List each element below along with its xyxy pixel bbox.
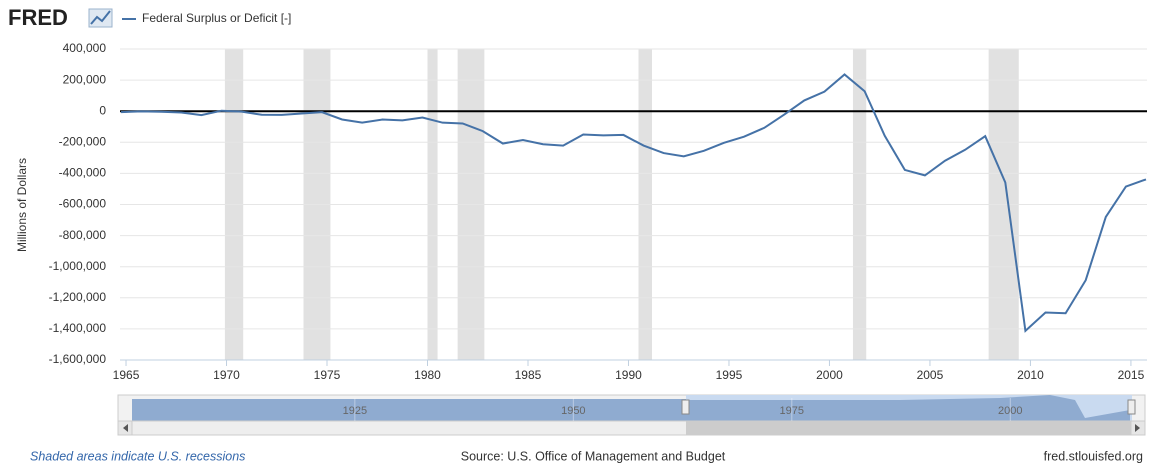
scrollbar-thumb[interactable] bbox=[686, 421, 1132, 435]
x-tick-label: 2005 bbox=[917, 368, 944, 382]
x-tick-label: 2010 bbox=[1017, 368, 1044, 382]
navigator-label: 1925 bbox=[343, 405, 367, 417]
y-tick-label: -600,000 bbox=[59, 197, 107, 211]
y-axis-label: Millions of Dollars bbox=[15, 158, 29, 252]
x-tick-label: 1980 bbox=[414, 368, 441, 382]
site[interactable]: fred.stlouisfed.org bbox=[1044, 449, 1143, 463]
series-line bbox=[120, 73, 1147, 333]
navigator-series bbox=[132, 399, 686, 421]
arrow-left bbox=[123, 424, 128, 432]
navigator-label: 1975 bbox=[780, 405, 804, 417]
x-tick-label: 1970 bbox=[213, 368, 240, 382]
footnote[interactable]: Shaded areas indicate U.S. recessions bbox=[30, 449, 245, 463]
source: Source: U.S. Office of Management and Bu… bbox=[461, 449, 726, 463]
y-tick-label: -400,000 bbox=[59, 166, 107, 180]
navigator-handle[interactable] bbox=[681, 399, 690, 415]
navigator-series bbox=[686, 395, 1130, 421]
logo-icon bbox=[88, 8, 113, 28]
navigator-handle[interactable] bbox=[1127, 399, 1136, 415]
legend-label: Federal Surplus or Deficit [-] bbox=[142, 11, 291, 25]
x-tick-label: 1985 bbox=[515, 368, 542, 382]
x-tick-label: 1995 bbox=[716, 368, 743, 382]
navigator-label: 1950 bbox=[561, 405, 585, 417]
y-tick-label: -1,600,000 bbox=[49, 352, 107, 366]
y-tick-label: -200,000 bbox=[59, 134, 107, 148]
logo: FRED bbox=[8, 5, 68, 30]
x-tick-label: 1965 bbox=[113, 368, 140, 382]
x-tick-label: 1990 bbox=[615, 368, 642, 382]
y-tick-label: -800,000 bbox=[59, 228, 107, 242]
y-tick-label: 400,000 bbox=[63, 41, 107, 55]
x-tick-label: 2000 bbox=[816, 368, 843, 382]
y-tick-label: 200,000 bbox=[63, 72, 107, 86]
y-tick-label: -1,200,000 bbox=[49, 290, 107, 304]
navigator-label: 2000 bbox=[998, 405, 1022, 417]
x-tick-label: 1975 bbox=[314, 368, 341, 382]
y-tick-label: -1,400,000 bbox=[49, 321, 107, 335]
y-tick-label: 0 bbox=[99, 103, 106, 117]
arrow-right bbox=[1135, 424, 1140, 432]
x-tick-label: 2015 bbox=[1118, 368, 1145, 382]
y-tick-label: -1,000,000 bbox=[49, 259, 107, 273]
